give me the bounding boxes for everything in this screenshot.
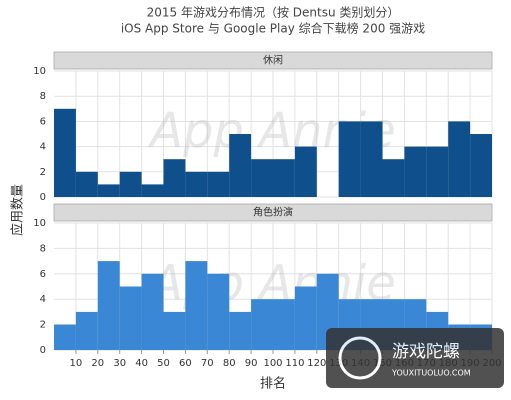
y-tick-label: 0 bbox=[40, 192, 46, 203]
bar bbox=[294, 286, 317, 350]
y-tick-label: 6 bbox=[40, 269, 46, 280]
bar bbox=[141, 184, 164, 197]
bar bbox=[75, 311, 98, 350]
bar bbox=[294, 146, 317, 197]
bar bbox=[382, 159, 405, 197]
bar bbox=[119, 171, 142, 197]
bar bbox=[97, 184, 120, 197]
y-tick-label: 2 bbox=[40, 167, 46, 178]
bar bbox=[426, 146, 449, 197]
y-tick-label: 0 bbox=[40, 345, 46, 356]
y-tick-label: 10 bbox=[33, 218, 46, 229]
x-tick-label: 80 bbox=[223, 358, 236, 369]
logo-name: 游戏陀螺 bbox=[392, 342, 460, 362]
logo-icon bbox=[338, 336, 382, 380]
facet-title: 休闲 bbox=[263, 54, 283, 67]
bar bbox=[163, 159, 186, 197]
bar bbox=[207, 273, 230, 350]
chart-subtitle: iOS App Store 与 Google Play 综合下载榜 200 强游… bbox=[121, 21, 425, 36]
facet-strip bbox=[53, 203, 493, 222]
bar bbox=[141, 273, 164, 350]
x-tick-label: 60 bbox=[179, 358, 192, 369]
bar bbox=[251, 159, 273, 197]
x-tick-label: 50 bbox=[157, 358, 170, 369]
bar bbox=[273, 299, 295, 350]
x-tick-label: 40 bbox=[135, 358, 148, 369]
bar bbox=[229, 134, 252, 197]
y-tick-label: 6 bbox=[40, 116, 46, 127]
x-tick-label: 120 bbox=[307, 358, 326, 369]
y-tick-label: 4 bbox=[40, 142, 46, 153]
x-tick-label: 90 bbox=[245, 358, 258, 369]
bar bbox=[54, 108, 76, 197]
x-axis-label: 排名 bbox=[260, 376, 286, 392]
y-tick-label: 4 bbox=[40, 294, 46, 305]
bar bbox=[75, 171, 98, 197]
x-tick-label: 110 bbox=[285, 358, 304, 369]
logo-background bbox=[326, 328, 504, 388]
facet-strip bbox=[53, 51, 493, 70]
bar bbox=[54, 324, 76, 350]
logo: 游戏陀螺 YOUXITUOLUO.COM bbox=[326, 328, 504, 388]
bar bbox=[273, 159, 295, 197]
bar bbox=[185, 261, 208, 350]
x-tick-label: 100 bbox=[263, 358, 282, 369]
y-tick-label: 8 bbox=[40, 243, 46, 254]
facet-title: 角色扮演 bbox=[253, 206, 293, 219]
bar bbox=[448, 121, 471, 197]
bar bbox=[185, 171, 208, 197]
bar bbox=[338, 121, 361, 197]
y-axis-label: 应用数量 bbox=[10, 184, 26, 236]
bar bbox=[404, 146, 427, 197]
bar bbox=[470, 134, 492, 197]
y-tick-label: 2 bbox=[40, 320, 46, 331]
bar bbox=[229, 311, 252, 350]
bar bbox=[163, 311, 186, 350]
y-tick-label: 8 bbox=[40, 91, 46, 102]
bar bbox=[207, 171, 230, 197]
bar bbox=[119, 286, 142, 350]
x-tick-label: 20 bbox=[91, 358, 104, 369]
y-tick-label: 10 bbox=[33, 66, 46, 77]
bar bbox=[97, 261, 120, 350]
x-tick-label: 30 bbox=[113, 358, 126, 369]
bar bbox=[360, 121, 383, 197]
logo-url: YOUXITUOLUO.COM bbox=[391, 369, 471, 378]
x-tick-label: 10 bbox=[70, 358, 83, 369]
bar bbox=[251, 299, 273, 350]
chart-title: 2015 年游戏分布情况（按 Dentsu 类别划分） bbox=[147, 6, 400, 20]
x-tick-label: 70 bbox=[201, 358, 214, 369]
